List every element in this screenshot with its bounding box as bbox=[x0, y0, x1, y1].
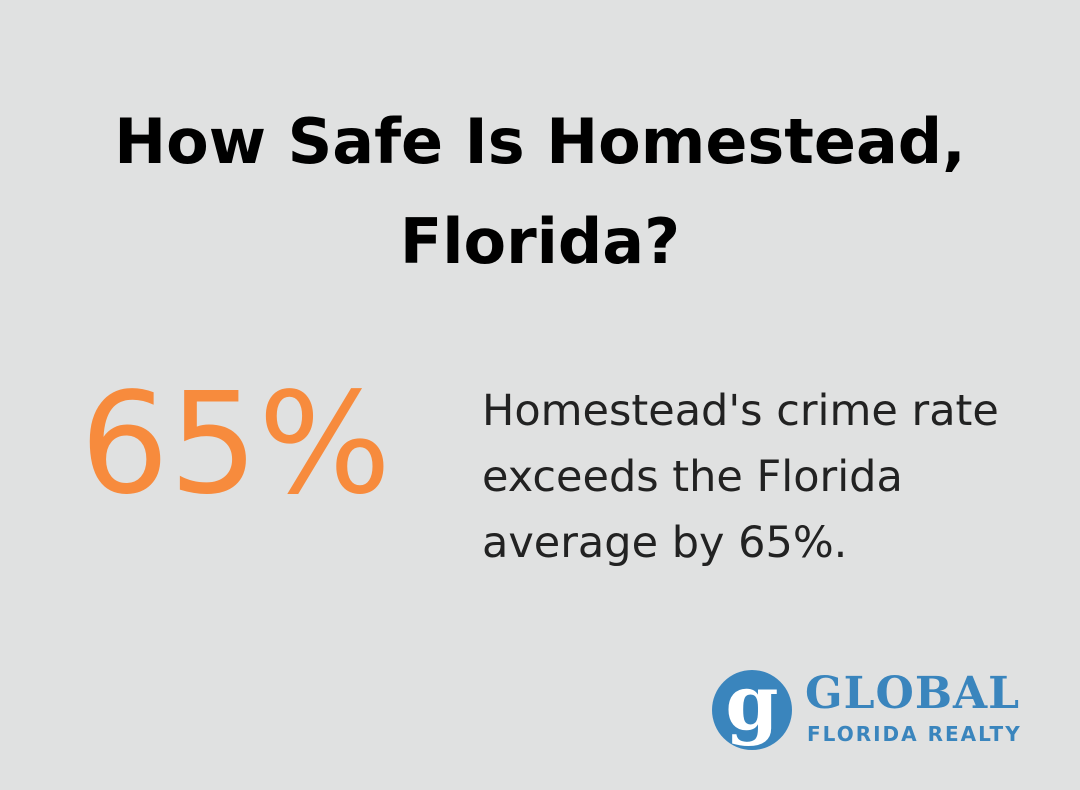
stat-description: Homestead's crime rate exceeds the Flori… bbox=[482, 386, 999, 568]
title: How Safe Is Homestead, Florida? bbox=[114, 105, 966, 278]
logo-icon: g bbox=[712, 665, 792, 750]
logo-name: GLOBAL bbox=[805, 668, 1021, 719]
stat-value: 65% bbox=[80, 363, 392, 526]
logo-tagline: FLORIDA REALTY bbox=[807, 722, 1022, 746]
